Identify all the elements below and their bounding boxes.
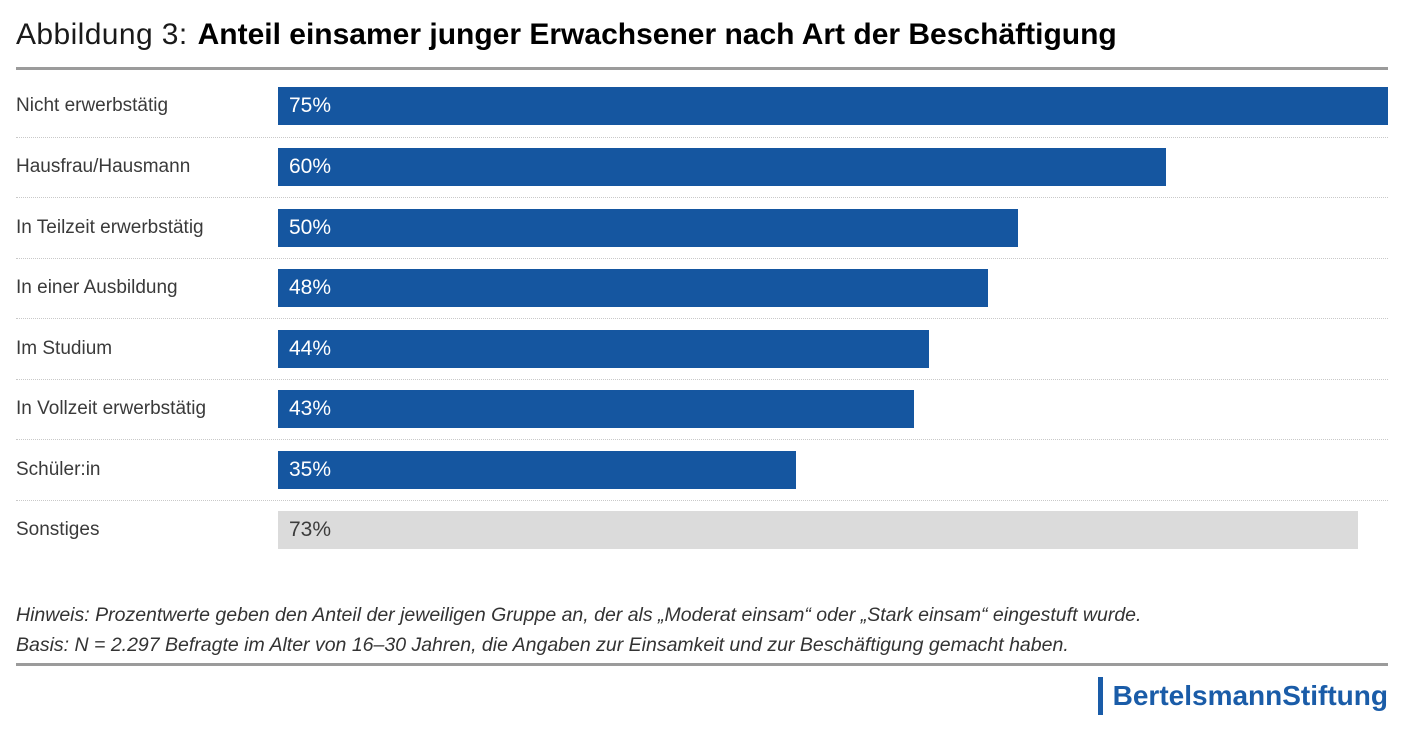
logo-part-bertelsmann: Bertelsmann <box>1112 680 1283 711</box>
figure-title: Abbildung 3: Anteil einsamer junger Erwac… <box>16 0 1388 58</box>
logo-part-stiftung: Stiftung <box>1282 680 1388 711</box>
footer: BertelsmannStiftung <box>16 677 1388 715</box>
footnote: Hinweis: Prozentwerte geben den Anteil d… <box>16 600 1388 660</box>
footnote-line-1: Hinweis: Prozentwerte geben den Anteil d… <box>16 604 1142 626</box>
footer-divider <box>16 663 1388 666</box>
bar: 43% <box>278 390 915 429</box>
chart-row: Im Studium 44% <box>16 318 1388 379</box>
bar-track: 73% <box>278 511 1388 550</box>
value-label: 35% <box>289 457 332 481</box>
category-label: Schüler:in <box>16 458 101 480</box>
bar-track: 50% <box>278 208 1388 247</box>
bar-track: 60% <box>278 148 1388 187</box>
figure-page: Abbildung 3: Anteil einsamer junger Erwac… <box>16 0 1388 715</box>
bar: 50% <box>278 208 1018 247</box>
category-label: Im Studium <box>16 337 113 359</box>
chart-row: In Vollzeit erwerbstätig 43% <box>16 378 1388 440</box>
value-label: 50% <box>289 215 332 239</box>
value-label: 44% <box>289 336 332 360</box>
category-label: Sonstiges <box>16 519 100 541</box>
footnote-line-2: Basis: N = 2.297 Befragte im Alter von 1… <box>16 634 1069 656</box>
bar-track: 35% <box>278 450 1388 489</box>
bar-track: 44% <box>278 329 1388 368</box>
bar-track: 75% <box>278 87 1388 126</box>
category-label: Hausfrau/Hausmann <box>16 156 191 178</box>
chart-row: Schüler:in 35% <box>16 439 1388 500</box>
bar-track: 48% <box>278 269 1388 308</box>
chart-row: In Teilzeit erwerbstätig 50% <box>16 197 1388 258</box>
value-label: 60% <box>289 155 332 179</box>
title-divider <box>16 67 1388 70</box>
category-label: Nicht erwerbstätig <box>16 95 169 117</box>
chart-row: Hausfrau/Hausmann 60% <box>16 136 1388 198</box>
bar: 35% <box>278 450 796 489</box>
bertelsmann-stiftung-logo: BertelsmannStiftung <box>1097 677 1388 715</box>
figure-label: Abbildung 3: <box>16 18 188 51</box>
bar: 44% <box>278 329 930 368</box>
bar: 75% <box>278 87 1388 126</box>
value-label: 48% <box>289 276 332 300</box>
logo-wordmark: BertelsmannStiftung <box>1113 677 1388 715</box>
bar: 73% <box>278 511 1359 550</box>
value-label: 43% <box>289 397 332 421</box>
bar-chart: Nicht erwerbstätig 75% Hausfrau/Hausmann… <box>16 70 1388 560</box>
bar-track: 43% <box>278 390 1388 429</box>
bar: 48% <box>278 269 989 308</box>
category-label: In Vollzeit erwerbstätig <box>16 398 207 420</box>
chart-row: Sonstiges 73% <box>16 499 1388 561</box>
value-label: 73% <box>289 518 332 542</box>
value-label: 75% <box>289 94 332 118</box>
logo-vertical-bar-icon <box>1097 677 1103 715</box>
category-label: In einer Ausbildung <box>16 277 178 299</box>
bar: 60% <box>278 148 1166 187</box>
chart-row: In einer Ausbildung 48% <box>16 257 1388 319</box>
page-title: Anteil einsamer junger Erwachsener nach … <box>197 18 1117 51</box>
category-label: In Teilzeit erwerbstätig <box>16 216 204 238</box>
chart-row: Nicht erwerbstätig 75% <box>16 76 1388 137</box>
